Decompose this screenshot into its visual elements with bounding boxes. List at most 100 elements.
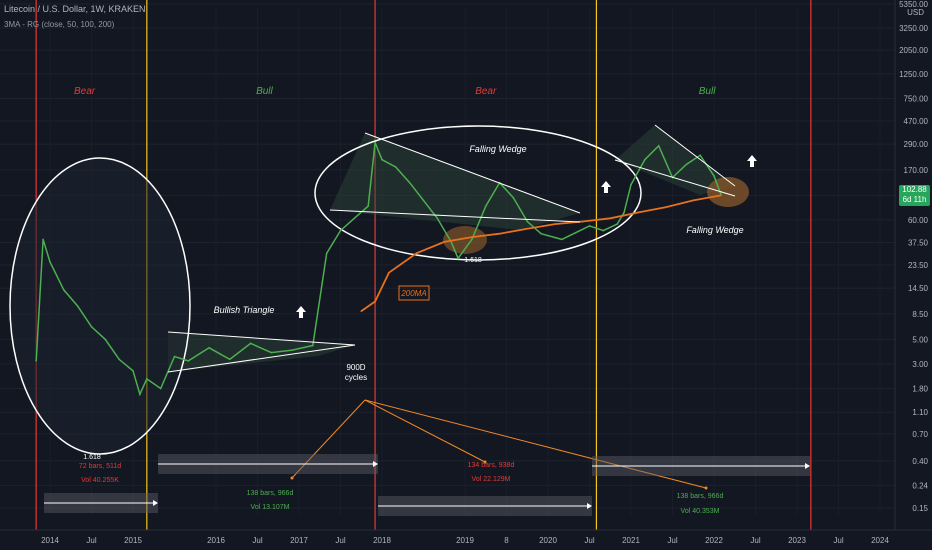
up-arrow-icon bbox=[747, 155, 757, 167]
series-point bbox=[685, 163, 688, 166]
annot-cycles: 900D bbox=[346, 363, 365, 372]
y-tick-label: 3250.00 bbox=[899, 24, 928, 33]
x-tick-label: Jul bbox=[584, 536, 594, 545]
x-tick-label: 8 bbox=[504, 536, 509, 545]
range-stat-vol: Vol 13.107M bbox=[251, 504, 290, 511]
series-point bbox=[512, 197, 515, 199]
y-tick-label: 14.50 bbox=[908, 284, 929, 293]
y-tick-label: 0.70 bbox=[912, 430, 928, 439]
y-tick-label: 8.50 bbox=[912, 310, 928, 319]
y-tick-label: 1.10 bbox=[912, 408, 928, 417]
series-point bbox=[561, 238, 563, 241]
series-point bbox=[291, 349, 293, 351]
series-point bbox=[35, 360, 37, 362]
up-arrow-icon bbox=[601, 181, 611, 193]
x-tick-label: 2015 bbox=[124, 536, 142, 545]
series-point bbox=[471, 238, 473, 241]
range-arrow-head bbox=[805, 463, 810, 469]
series-point bbox=[657, 145, 660, 147]
series-point bbox=[623, 211, 625, 214]
series-point bbox=[637, 211, 639, 214]
series-point bbox=[104, 338, 107, 341]
series-point bbox=[422, 199, 425, 202]
symbol-title: Litecoin / U.S. Dollar, 1W, KRAKEN bbox=[4, 4, 146, 14]
y-tick-label: 290.00 bbox=[904, 140, 929, 149]
annot-fib-2: 1.618 bbox=[464, 257, 482, 264]
x-tick-label: Jul bbox=[335, 536, 345, 545]
annot-cycles: cycles bbox=[345, 373, 367, 382]
series-point bbox=[146, 378, 148, 380]
series-point bbox=[270, 351, 273, 354]
series-point bbox=[360, 310, 363, 312]
series-point bbox=[630, 183, 632, 186]
x-tick-label: Jul bbox=[667, 536, 677, 545]
series-point bbox=[159, 387, 162, 390]
projection-end bbox=[704, 486, 708, 490]
series-point bbox=[664, 206, 667, 209]
ellipse-2014 bbox=[9, 157, 191, 455]
series-point bbox=[588, 225, 591, 227]
series-point bbox=[388, 271, 390, 274]
range-arrow-head bbox=[153, 500, 158, 506]
series-point bbox=[367, 205, 369, 207]
series-point bbox=[353, 217, 356, 220]
wedge-zone-2 bbox=[615, 125, 735, 195]
series-point bbox=[325, 252, 328, 255]
series-point bbox=[616, 223, 618, 225]
range-stat-vol: Vol 40.353M bbox=[681, 508, 720, 515]
series-point bbox=[63, 289, 65, 291]
last-price: 102.88 bbox=[902, 185, 927, 194]
y-tick-label: 0.40 bbox=[912, 457, 928, 466]
series-line-price bbox=[35, 142, 722, 397]
x-tick-label: 2017 bbox=[290, 536, 308, 545]
projection-line bbox=[364, 399, 486, 463]
series-point bbox=[436, 217, 439, 220]
series-point bbox=[42, 238, 44, 241]
series-point bbox=[644, 158, 646, 161]
y-tick-label: 470.00 bbox=[904, 117, 929, 126]
annot-fib-1: 1.618 bbox=[83, 454, 101, 461]
series-point bbox=[526, 227, 529, 230]
series-point bbox=[208, 346, 210, 349]
series-point bbox=[374, 141, 376, 144]
x-tick-label: Jul bbox=[833, 536, 843, 545]
y-tick-label: 1.80 bbox=[912, 385, 928, 394]
annot-bullish-triangle: Bullish Triangle bbox=[214, 305, 275, 315]
series-point bbox=[457, 257, 459, 260]
indicator-legend[interactable]: 3MA - RG (close, 50, 100, 200) bbox=[4, 20, 115, 29]
y-tick-label: 170.00 bbox=[904, 166, 929, 175]
range-stat-vol: Vol 22.129M bbox=[472, 476, 511, 483]
y-tick-label: 750.00 bbox=[904, 94, 929, 103]
trendline bbox=[614, 159, 736, 197]
range-arrow-head bbox=[587, 503, 592, 509]
y-axis: 5350.00 3250.00 2050.00 1250.00 750.00 470.00… bbox=[894, 0, 929, 530]
range-stat-bars: 138 bars, 966d bbox=[677, 493, 724, 500]
annotation-layer: Bullish Triangle Falling Wedge Falling Wed… bbox=[44, 124, 810, 516]
series-point bbox=[581, 220, 584, 223]
x-tick-label: 2019 bbox=[456, 536, 474, 545]
series-point bbox=[554, 223, 556, 225]
series-point bbox=[484, 205, 487, 207]
x-tick-label: 2018 bbox=[373, 536, 391, 545]
annot-falling-wedge-2: Falling Wedge bbox=[686, 225, 743, 235]
series-point bbox=[699, 154, 701, 157]
ma-label-box bbox=[398, 285, 430, 301]
series-point bbox=[132, 370, 134, 372]
x-tick-label: Jul bbox=[252, 536, 262, 545]
annot-falling-wedge-1: Falling Wedge bbox=[469, 144, 526, 154]
series-point bbox=[471, 236, 473, 238]
x-tick-label: 2014 bbox=[41, 536, 59, 545]
series-point bbox=[713, 175, 715, 177]
trendline bbox=[654, 124, 736, 187]
range-arrow-head bbox=[373, 461, 378, 467]
series-point bbox=[602, 229, 605, 232]
cycle-label: Bull bbox=[256, 86, 273, 97]
x-axis: 2014 Jul 2015 2016 Jul 2017 Jul 2018 2019 8 2020 Ju… bbox=[0, 529, 932, 545]
series-point bbox=[90, 325, 93, 328]
series-point bbox=[540, 232, 542, 235]
series-point bbox=[118, 358, 120, 361]
y-tick-label: 3.00 bbox=[912, 360, 928, 369]
series-point bbox=[187, 360, 190, 362]
projection-end bbox=[290, 476, 294, 480]
